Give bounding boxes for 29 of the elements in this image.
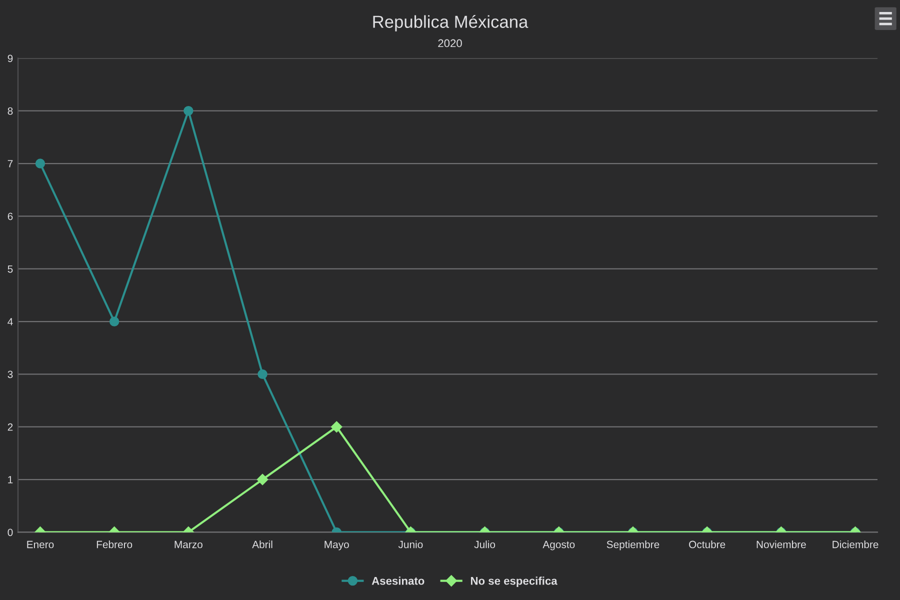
x-tick-label: Febrero: [96, 540, 132, 548]
y-tick-label: 4: [8, 318, 13, 326]
y-tick-label: 8: [8, 107, 13, 115]
x-tick-label: Septiembre: [606, 540, 660, 550]
x-tick-label: Enero: [27, 540, 54, 548]
x-tick-label: Marzo: [174, 540, 202, 548]
y-tick-label: 1: [8, 476, 13, 484]
chart-subtitle: 2020: [438, 39, 462, 48]
x-tick-label: Noviembre: [756, 540, 806, 548]
x-tick-label: Mayo: [324, 540, 349, 550]
y-tick-label: 5: [8, 265, 13, 273]
x-tick-label: Junio: [398, 540, 423, 548]
y-tick-label: 6: [8, 212, 13, 220]
y-tick-label: 9: [8, 54, 13, 62]
x-tick-label: Abril: [252, 540, 272, 548]
x-tick-label: Agosto: [542, 540, 575, 550]
x-tick-label: Diciembre: [832, 540, 878, 548]
legend-label: No se especifica: [470, 576, 558, 587]
y-tick-label: 2: [8, 423, 13, 431]
point: [35, 158, 46, 168]
legend-label: Asesinato: [372, 576, 424, 585]
point: [109, 316, 120, 326]
point: [184, 106, 194, 116]
chart-title: Republica Méxicana: [373, 15, 528, 32]
y-tick-label: 7: [8, 160, 13, 168]
y-tick-label: 0: [8, 528, 13, 536]
y-tick-label: 3: [8, 370, 13, 378]
x-tick-label: Octubre: [689, 540, 726, 548]
x-tick-label: Julio: [474, 540, 496, 548]
